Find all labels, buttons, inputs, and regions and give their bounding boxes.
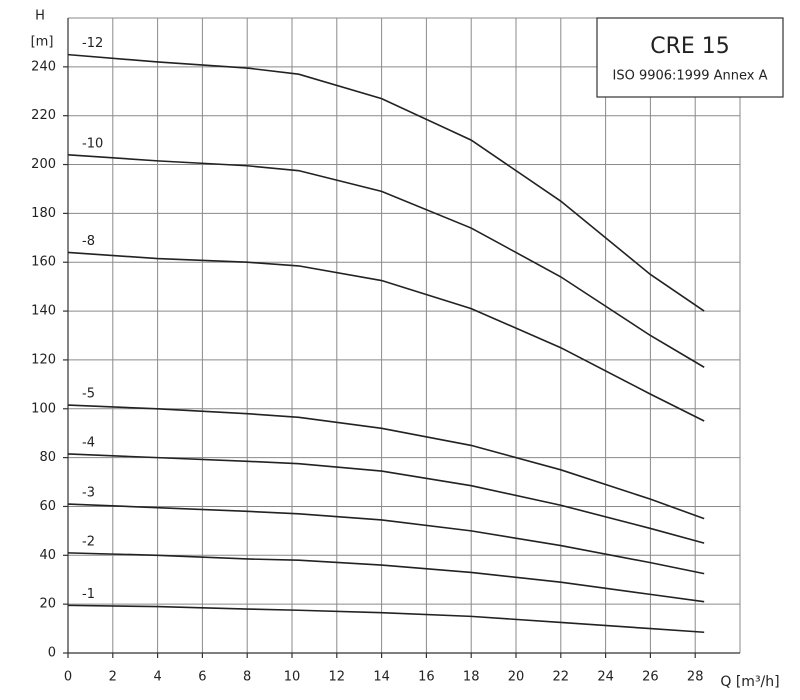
x-tick-label: 12 <box>329 670 346 685</box>
x-tick-label: 20 <box>508 670 525 685</box>
x-tick-label: 14 <box>373 670 390 685</box>
x-tick-label: 26 <box>642 670 659 685</box>
curve <box>67 153 705 368</box>
y-tick-label: 20 <box>39 597 56 612</box>
x-tick-label: 18 <box>463 670 480 685</box>
curve <box>67 251 705 422</box>
curve <box>67 604 705 634</box>
curve <box>67 404 705 520</box>
y-tick-label: 200 <box>31 157 56 172</box>
y-tick-label: 60 <box>39 499 56 514</box>
x-tick-label: 0 <box>64 670 72 685</box>
y-tick-label: 120 <box>31 352 56 367</box>
curve-label: -3 <box>82 486 95 501</box>
x-tick-label: 10 <box>284 670 301 685</box>
x-axis-label: Q [m³/h] <box>720 674 779 690</box>
curve-label: -12 <box>82 36 103 51</box>
curve <box>67 552 705 603</box>
y-axis-symbol: H <box>35 9 45 24</box>
x-tick-label: 24 <box>597 670 614 685</box>
curve-label: -2 <box>82 534 95 549</box>
y-tick-label: 100 <box>31 401 56 416</box>
curve <box>67 53 705 312</box>
y-tick-label: 160 <box>31 255 56 270</box>
title-box <box>596 17 784 98</box>
y-tick-label: 180 <box>31 206 56 221</box>
x-tick-label: 16 <box>418 670 435 685</box>
chart-subtitle: ISO 9906:1999 Annex A <box>613 69 768 84</box>
curve-label: -1 <box>82 587 95 602</box>
curve-label: -5 <box>82 387 95 402</box>
y-tick-label: 220 <box>31 108 56 123</box>
y-tick-label: 140 <box>31 304 56 319</box>
y-tick-label: 80 <box>39 450 56 465</box>
x-tick-label: 28 <box>687 670 704 685</box>
x-tick-label: 8 <box>243 670 251 685</box>
curve <box>67 453 705 544</box>
x-tick-label: 22 <box>553 670 570 685</box>
x-tick-label: 6 <box>198 670 206 685</box>
x-tick-label: 4 <box>153 670 161 685</box>
y-axis-unit: [m] <box>31 35 54 50</box>
curve-label: -10 <box>82 136 103 151</box>
y-tick-label: 240 <box>31 59 56 74</box>
curve <box>67 503 705 575</box>
curve-label: -4 <box>82 435 95 450</box>
x-tick-label: 2 <box>109 670 117 685</box>
curve-label: -8 <box>82 234 95 249</box>
y-tick-label: 0 <box>48 646 56 661</box>
chart-title: CRE 15 <box>650 34 730 59</box>
y-tick-label: 40 <box>39 548 56 563</box>
